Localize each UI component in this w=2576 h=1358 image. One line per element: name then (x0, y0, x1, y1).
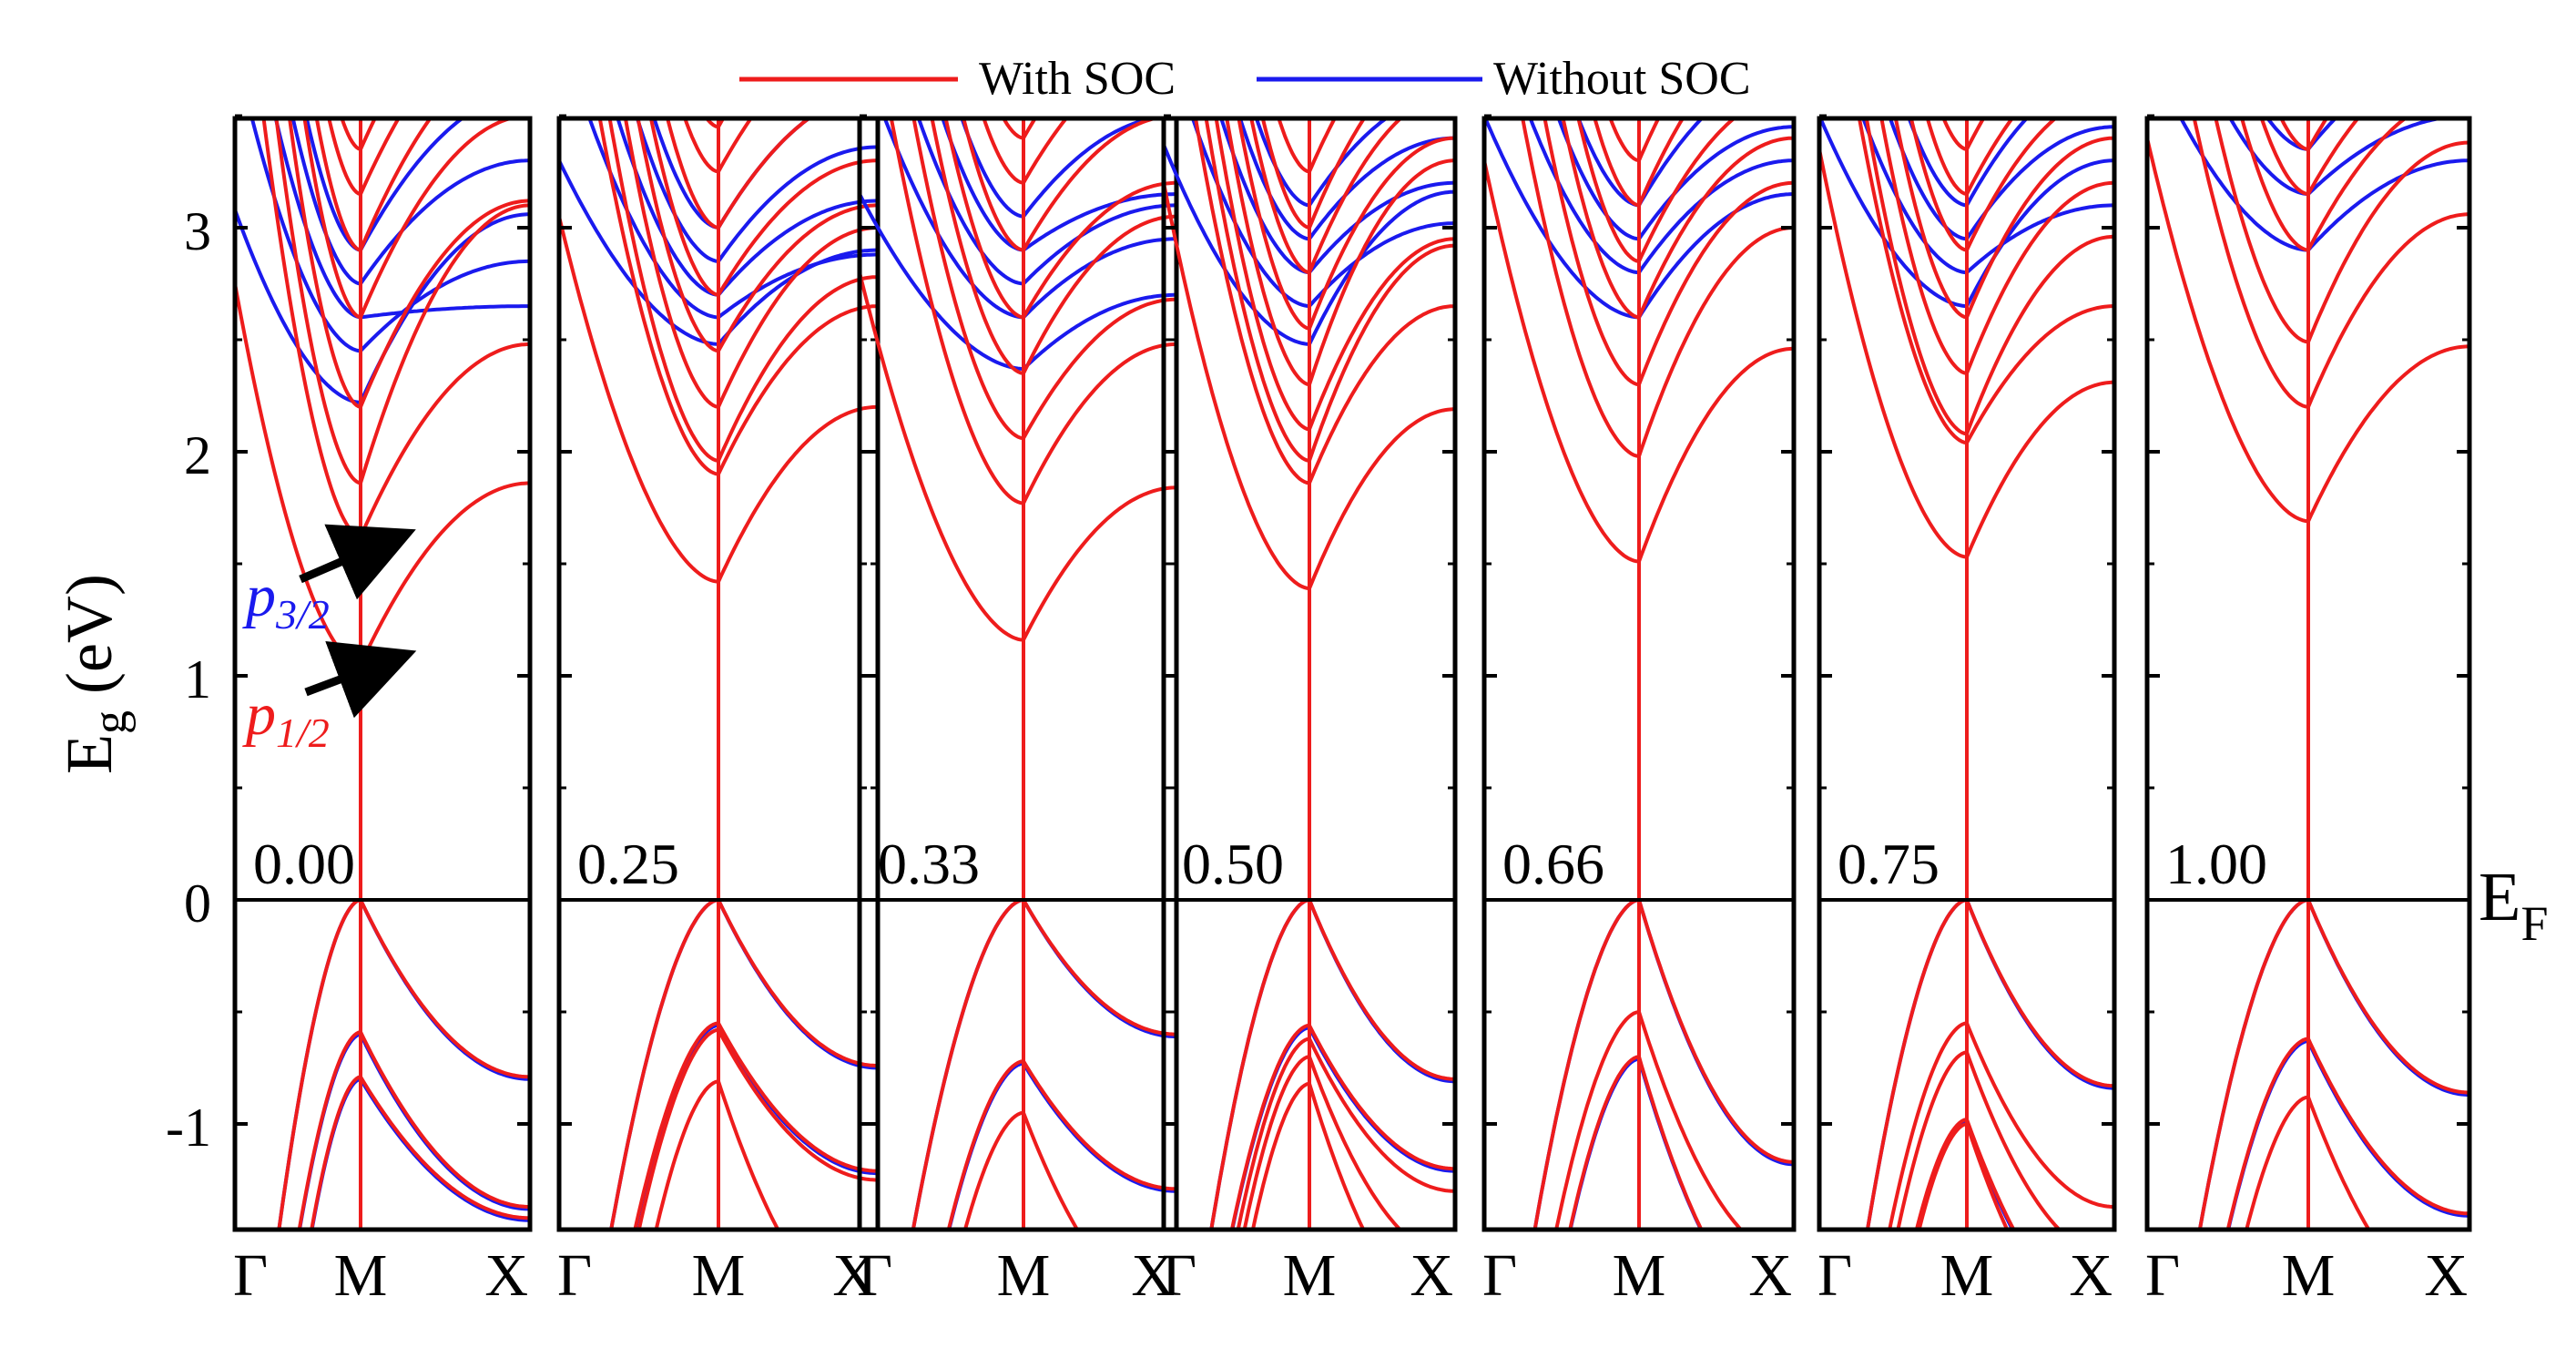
x-tick-label: Γ (1817, 1242, 1852, 1309)
x-tick-label: X (484, 1242, 528, 1309)
panel-label: 0.50 (1182, 832, 1284, 896)
x-tick-label: Γ (858, 1242, 892, 1309)
x-tick-label: X (1748, 1242, 1792, 1309)
x-tick-label: Γ (1482, 1242, 1517, 1309)
y-axis-title: Eg (eV) (53, 574, 137, 774)
band-with-soc (261, 118, 530, 539)
x-tick-label: M (2282, 1242, 2336, 1309)
panel-label: 0.25 (577, 832, 679, 896)
x-tick-label: Γ (2145, 1242, 2180, 1309)
panel-1.00: 1.00 Γ M X (2144, 114, 2472, 1309)
panel-0.50: 0.50 Γ M X (1161, 114, 1458, 1309)
p32-arrow (299, 524, 416, 600)
panel-0.66: 0.66 Γ M X (1481, 114, 1797, 1309)
x-tick-label: X (1131, 1242, 1175, 1309)
annotations: p3/2 p1/2 (242, 524, 417, 756)
panel-0.25: 0.25 Γ M X (556, 114, 881, 1309)
x-tick-label: Γ (1162, 1242, 1196, 1309)
band-with-soc (911, 897, 1176, 1230)
bands (860, 118, 1176, 1230)
p32-label: p3/2 (242, 563, 330, 638)
band-without-soc (290, 118, 530, 286)
legend-with-soc-label: With SOC (979, 53, 1176, 105)
y-tick-label: 2 (184, 425, 211, 485)
panel-label: 1.00 (2165, 832, 2267, 896)
x-tick-label: M (334, 1242, 388, 1309)
fermi-label-sub: F (2520, 896, 2548, 951)
panels: 0.00Γ M X0.25Γ M X0.33Γ M X0.50Γ M X0.66Γ M X0.75Γ… (232, 114, 2472, 1309)
band-with-soc (911, 118, 1176, 441)
y-axis-title-main: E (53, 734, 126, 774)
panel-label: 0.33 (878, 832, 980, 896)
x-tick-label: Γ (233, 1242, 268, 1309)
y-tick-label: 0 (184, 873, 211, 934)
y-tick-label: -1 (166, 1098, 211, 1158)
x-tick-label: X (832, 1242, 876, 1309)
p12-label: p1/2 (242, 681, 330, 756)
panel-0.00: 0.00 Γ M X (232, 114, 533, 1309)
x-tick-label: M (1940, 1242, 1994, 1309)
band-without-soc (911, 897, 1176, 1230)
y-axis-title-unit: (eV) (53, 574, 126, 710)
y-tick-label: 3 (184, 201, 211, 261)
y-axis-title-sub: g (85, 710, 137, 734)
y-tick-label: 1 (184, 649, 211, 710)
band-without-soc (273, 118, 530, 320)
p12-label-main: p (242, 681, 276, 748)
x-tick-label: X (2424, 1242, 2468, 1309)
x-tick-label: M (997, 1242, 1051, 1309)
band-with-soc (860, 271, 1176, 642)
x-tick-label: X (2069, 1242, 2113, 1309)
x-tick-label: Γ (557, 1242, 592, 1309)
p32-label-sub: 3/2 (275, 591, 330, 638)
y-tick-labels: 3 2 1 0 -1 (166, 201, 211, 1158)
band-with-soc (704, 118, 726, 129)
band-with-soc (327, 118, 401, 197)
x-tick-label: X (1410, 1242, 1453, 1309)
panel-label: 0.75 (1838, 832, 1940, 896)
p12-label-sub: 1/2 (276, 710, 330, 756)
legend: With SOC Without SOC (739, 53, 1751, 105)
panel-0.33: 0.33 Γ M X (857, 114, 1179, 1309)
x-tick-label: M (692, 1242, 746, 1309)
p32-label-main: p (242, 563, 276, 629)
p12-arrow (304, 640, 417, 719)
band-with-soc (302, 118, 519, 320)
svg-text:Eg (eV): Eg (eV) (53, 574, 137, 774)
legend-without-soc-label: Without SOC (1493, 53, 1751, 105)
band-with-soc (277, 897, 530, 1230)
x-tick-label: M (1283, 1242, 1337, 1309)
panel-label: 0.00 (253, 832, 355, 896)
x-tick-label: M (1613, 1242, 1666, 1309)
panel-0.75: 0.75 Γ M X (1817, 114, 2117, 1309)
fermi-label-main: E (2479, 859, 2520, 935)
fermi-level-label: EF (2479, 859, 2548, 951)
panel-label: 0.66 (1502, 832, 1604, 896)
